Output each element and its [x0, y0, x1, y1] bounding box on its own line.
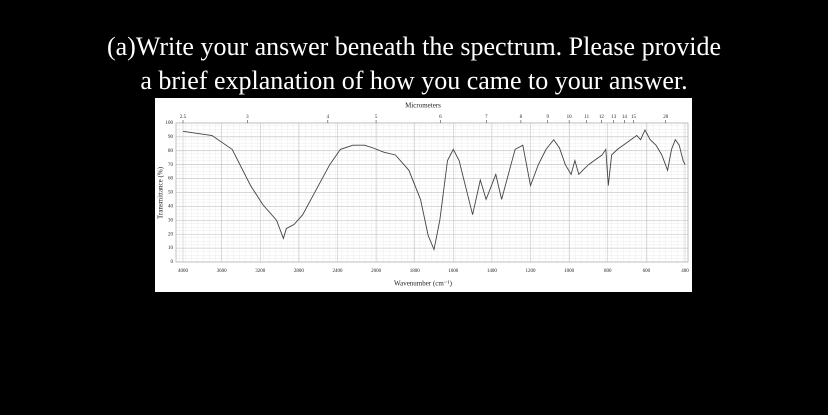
x-tick-label: 2800	[294, 269, 305, 274]
x2-tick-label: 3	[246, 115, 249, 120]
x2-tick-label: 10	[567, 115, 573, 120]
y-axis-title: Transmittance (%)	[157, 166, 165, 219]
question-line: (a)Write your answer beneath the spectru…	[106, 32, 722, 61]
x-tick-label: 1200	[526, 269, 537, 274]
y-tick-label: 90	[168, 135, 174, 140]
x2-tick-label: 14	[622, 115, 628, 120]
y-tick-label: 100	[166, 121, 174, 126]
x-tick-label: 800	[604, 269, 612, 274]
y-tick-label: 80	[168, 149, 174, 154]
x-tick-label: 1400	[487, 269, 498, 274]
y-tick-label: 60	[168, 177, 174, 182]
x-axis-title: Wavenumber (cm⁻¹)	[394, 280, 453, 288]
spectrum-line	[182, 128, 686, 252]
x-tick-label: 4000	[178, 269, 189, 274]
y-tick-label: 40	[168, 205, 174, 210]
x-tick-label: 2400	[332, 269, 343, 274]
x2-tick-label: 15	[631, 115, 637, 120]
x-tick-label: 1600	[448, 269, 459, 274]
x2-tick-label: 8	[520, 115, 523, 120]
y-tick-label: 0	[171, 260, 174, 265]
y-tick-label: 20	[168, 232, 174, 237]
x2-tick-label: 12	[599, 115, 605, 120]
question-line: a brief explanation of how you came to y…	[140, 66, 688, 95]
x2-tick-label: 20	[663, 115, 669, 120]
x2-tick-label: 7	[485, 115, 488, 120]
x2-tick-label: 11	[584, 115, 589, 120]
x2-tick-label: 6	[439, 115, 442, 120]
y-tick-label: 50	[168, 191, 174, 196]
x-tick-label: 400	[681, 269, 689, 274]
x2-tick-label: 4	[327, 115, 330, 120]
y-tick-label: 70	[168, 163, 174, 168]
x-tick-label: 2000	[371, 269, 382, 274]
x2-tick-label: 13	[611, 115, 617, 120]
x-tick-label: 1000	[564, 269, 575, 274]
x-tick-label: 600	[643, 269, 651, 274]
x2-tick-label: 5	[375, 115, 378, 120]
y-tick-label: 30	[168, 218, 174, 223]
x2-tick-label: 9	[546, 115, 549, 120]
x-tick-label: 3600	[217, 269, 228, 274]
x-tick-label: 3200	[255, 269, 266, 274]
x-tick-label: 1800	[410, 269, 421, 274]
x2-axis-title: Micrometers	[405, 102, 441, 110]
x2-tick-label: 2.5	[180, 115, 187, 120]
y-tick-label: 10	[168, 246, 174, 251]
